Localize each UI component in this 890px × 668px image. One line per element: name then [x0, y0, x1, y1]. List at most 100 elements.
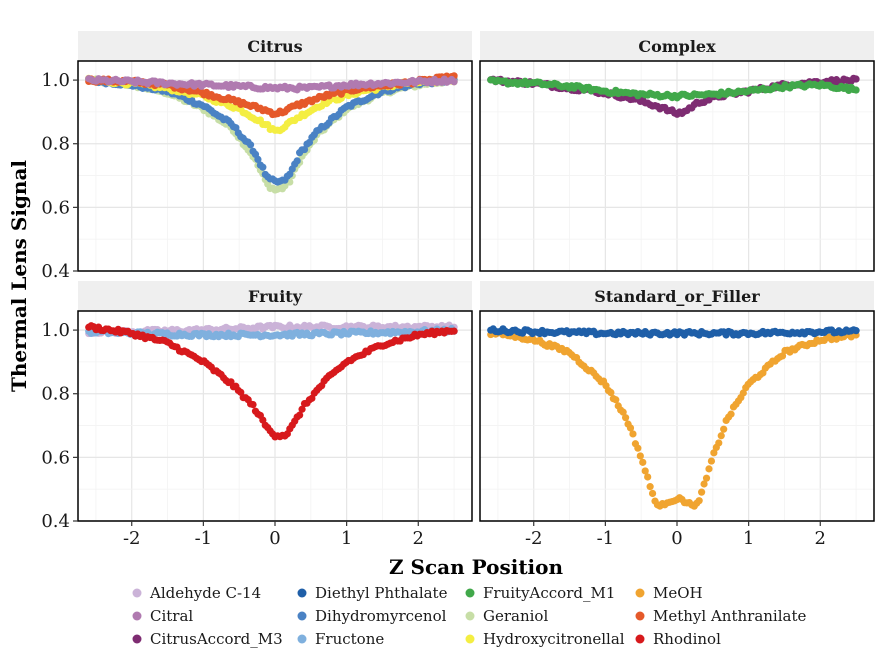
data-point — [259, 163, 267, 171]
panel-title: Fruity — [248, 287, 303, 306]
data-point — [702, 474, 711, 482]
data-point — [293, 157, 301, 165]
legend-item-geraniol: Geraniol — [465, 607, 548, 625]
legend-swatch — [635, 634, 645, 644]
data-point — [852, 327, 860, 335]
data-point — [715, 439, 723, 447]
legend-swatch — [297, 588, 307, 598]
data-point — [695, 497, 703, 505]
data-point — [254, 155, 262, 163]
panel-fruity: Fruity — [77, 281, 473, 522]
data-point — [778, 352, 787, 360]
legend-swatch — [297, 611, 307, 621]
x-axis-title: Z Scan Position — [389, 555, 564, 579]
data-point — [450, 78, 458, 86]
panel-border — [479, 60, 875, 272]
data-point — [607, 388, 615, 397]
x-tick-label: 2 — [413, 528, 424, 549]
series-fruityaccord-m1 — [487, 76, 860, 102]
data-point — [852, 86, 860, 94]
x-tick-label: 1 — [743, 528, 754, 549]
series-rhodinol — [85, 322, 458, 441]
strip-background — [480, 281, 874, 311]
data-point — [710, 449, 718, 457]
data-point — [644, 473, 652, 481]
data-point — [622, 414, 630, 422]
legend-swatch — [132, 588, 142, 598]
strip-background — [480, 31, 874, 61]
legend-label: MeOH — [653, 584, 703, 602]
y-tick-label: 0.8 — [41, 134, 70, 155]
x-tick-label: 0 — [671, 528, 682, 549]
y-axis-title: Thermal Lens Signal — [7, 160, 31, 392]
legend-item-hydroxycitronellal: Hydroxycitronellal — [465, 630, 625, 648]
y-tick-label: 0.6 — [41, 197, 70, 218]
legend-label: Geraniol — [483, 607, 548, 625]
data-point — [739, 389, 747, 397]
legend-label: Fructone — [315, 630, 384, 648]
legend-label: Rhodinol — [653, 630, 721, 648]
x-tick-label: 2 — [815, 528, 826, 549]
legend-label: CitrusAccord_M3 — [150, 630, 283, 648]
data-point — [852, 75, 860, 83]
legend-swatch — [635, 588, 645, 598]
data-point — [700, 480, 708, 488]
panel-title: Complex — [638, 37, 716, 56]
data-point — [705, 465, 713, 473]
x-tick-label: 0 — [269, 528, 280, 549]
data-point — [612, 396, 620, 404]
data-point — [634, 444, 642, 452]
legend-item-meoh: MeOH — [635, 584, 703, 602]
data-point — [727, 410, 735, 418]
legend-item-methyl-anthranilate: Methyl Anthranilate — [635, 607, 806, 625]
data-point — [641, 467, 649, 475]
data-point — [296, 411, 304, 419]
legend-item-diethyl-phthalate: Diethyl Phthalate — [297, 584, 448, 602]
legend-swatch — [465, 588, 475, 598]
series-diethyl-phthalate — [487, 325, 860, 339]
data-point — [698, 488, 706, 496]
legend-item-fruityaccord-m1: FruityAccord_M1 — [465, 584, 615, 602]
y-tick-label: 0.4 — [41, 511, 70, 532]
data-point — [246, 141, 255, 149]
data-point — [636, 452, 644, 460]
strip-background — [78, 31, 472, 61]
panel-citrus: Citrus — [77, 31, 473, 272]
legend-item-citral: Citral — [132, 607, 193, 625]
y-tick-label: 0.6 — [41, 447, 70, 468]
x-tick-label: -2 — [123, 528, 141, 549]
legend-label: Aldehyde C-14 — [149, 584, 261, 602]
data-point — [300, 145, 309, 154]
legend-item-citrusaccord-m3: CitrusAccord_M3 — [132, 630, 283, 648]
data-point — [707, 457, 716, 465]
panel-title: Standard_or_Filler — [594, 287, 760, 306]
panel-standard-or-filler: Standard_or_Filler — [479, 281, 875, 522]
legend-swatch — [465, 634, 475, 644]
legend-swatch — [132, 611, 142, 621]
legend-swatch — [132, 634, 142, 644]
x-tick-label: -1 — [195, 528, 213, 549]
data-point — [298, 405, 306, 413]
panel-complex: Complex — [479, 31, 875, 272]
series-citral — [85, 75, 458, 94]
legend-label: Dihydromyrcenol — [315, 607, 447, 625]
legend-item-dihydromyrcenol: Dihydromyrcenol — [297, 607, 447, 625]
y-tick-label: 0.4 — [41, 261, 70, 282]
data-point — [639, 458, 647, 466]
x-tick-label: -2 — [525, 528, 543, 549]
legend-label: Methyl Anthranilate — [653, 607, 806, 625]
data-point — [619, 408, 627, 416]
data-point — [450, 327, 458, 335]
legend-label: Hydroxycitronellal — [483, 630, 625, 648]
panel-title: Citrus — [247, 37, 302, 56]
data-point — [626, 424, 635, 432]
legend-item-fructone: Fructone — [297, 630, 384, 648]
data-point — [629, 430, 637, 438]
y-tick-label: 1.0 — [41, 320, 70, 341]
y-tick-label: 0.8 — [41, 384, 70, 405]
legend-label: FruityAccord_M1 — [483, 584, 615, 602]
legend-swatch — [297, 634, 307, 644]
data-point — [720, 425, 728, 433]
